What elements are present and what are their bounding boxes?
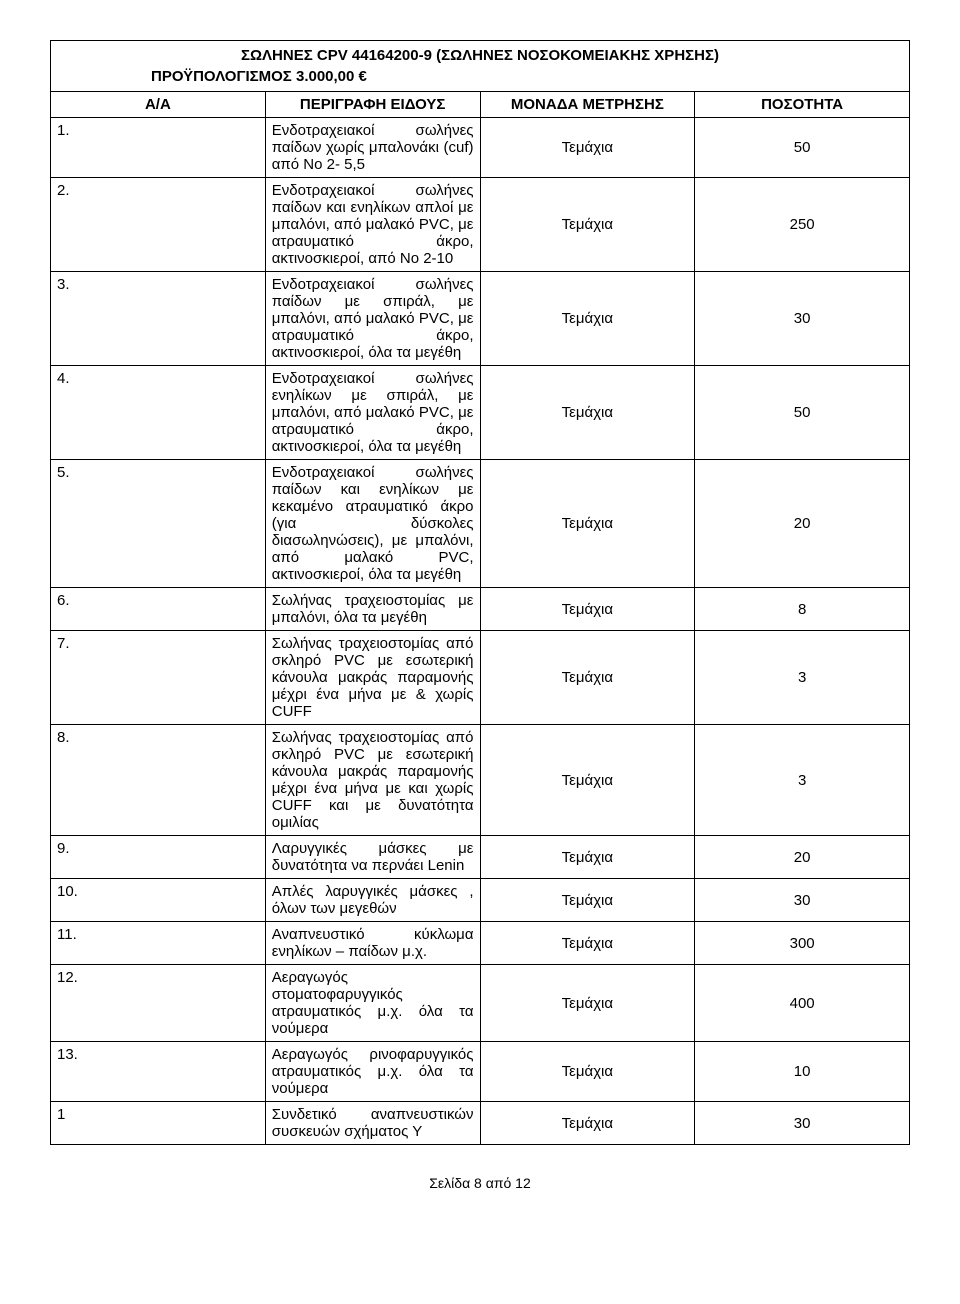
cell-unit: Τεμάχια: [480, 879, 695, 922]
cell-desc: Σωλήνας τραχειοστομίας από σκληρό PVC με…: [265, 725, 480, 836]
cell-desc: Συνδετικό αναπνευστικών συσκευών σχήματο…: [265, 1102, 480, 1145]
header-qty: ΠΟΣΟΤΗΤΑ: [695, 92, 910, 118]
cell-aa: 1.: [51, 118, 266, 178]
table-row: 13.Αεραγωγός ρινοφαρυγγικός ατραυματικός…: [51, 1042, 910, 1102]
cell-unit: Τεμάχια: [480, 1042, 695, 1102]
cell-qty: 30: [695, 272, 910, 366]
budget-text: ΠΡΟΫΠΟΛΟΓΙΣΜΟΣ 3.000,00 €: [51, 66, 910, 92]
table-row: 1Συνδετικό αναπνευστικών συσκευών σχήματ…: [51, 1102, 910, 1145]
cell-aa: 7.: [51, 631, 266, 725]
cell-qty: 10: [695, 1042, 910, 1102]
cell-desc: Ενδοτραχειακοί σωλήνες παίδων και ενηλίκ…: [265, 460, 480, 588]
cell-qty: 400: [695, 965, 910, 1042]
page-footer: Σελίδα 8 από 12: [50, 1175, 910, 1191]
cell-aa: 11.: [51, 922, 266, 965]
cell-unit: Τεμάχια: [480, 588, 695, 631]
table-title: ΣΩΛΗΝΕΣ CPV 44164200-9 (ΣΩΛΗΝΕΣ ΝΟΣΟΚΟΜΕ…: [51, 41, 910, 67]
cell-aa: 3.: [51, 272, 266, 366]
cell-unit: Τεμάχια: [480, 118, 695, 178]
title-row: ΣΩΛΗΝΕΣ CPV 44164200-9 (ΣΩΛΗΝΕΣ ΝΟΣΟΚΟΜΕ…: [51, 41, 910, 67]
cell-aa: 13.: [51, 1042, 266, 1102]
table-row: 10.Απλές λαρυγγικές μάσκες , όλων των με…: [51, 879, 910, 922]
data-table: ΣΩΛΗΝΕΣ CPV 44164200-9 (ΣΩΛΗΝΕΣ ΝΟΣΟΚΟΜΕ…: [50, 40, 910, 1145]
cell-unit: Τεμάχια: [480, 965, 695, 1042]
cell-qty: 3: [695, 631, 910, 725]
cell-desc: Αναπνευστικό κύκλωμα ενηλίκων – παίδων μ…: [265, 922, 480, 965]
cell-aa: 10.: [51, 879, 266, 922]
cell-desc: Αεραγωγός στοματοφαρυγγικός ατραυματικός…: [265, 965, 480, 1042]
cell-desc: Σωλήνας τραχειοστομίας με μπαλόνι, όλα τ…: [265, 588, 480, 631]
table-row: 11.Αναπνευστικό κύκλωμα ενηλίκων – παίδω…: [51, 922, 910, 965]
header-unit: ΜΟΝΑΔΑ ΜΕΤΡΗΣΗΣ: [480, 92, 695, 118]
header-row: Α/Α ΠΕΡΙΓΡΑΦΗ ΕΙΔΟΥΣ ΜΟΝΑΔΑ ΜΕΤΡΗΣΗΣ ΠΟΣ…: [51, 92, 910, 118]
table-row: 4.Ενδοτραχειακοί σωλήνες ενηλίκων με σπι…: [51, 366, 910, 460]
cell-aa: 8.: [51, 725, 266, 836]
cell-qty: 50: [695, 118, 910, 178]
cell-qty: 30: [695, 1102, 910, 1145]
cell-unit: Τεμάχια: [480, 178, 695, 272]
budget-row: ΠΡΟΫΠΟΛΟΓΙΣΜΟΣ 3.000,00 €: [51, 66, 910, 92]
cell-aa: 6.: [51, 588, 266, 631]
table-row: 5.Ενδοτραχειακοί σωλήνες παίδων και ενηλ…: [51, 460, 910, 588]
table-row: 1.Ενδοτραχειακοί σωλήνες παίδων χωρίς μπ…: [51, 118, 910, 178]
cell-unit: Τεμάχια: [480, 272, 695, 366]
cell-qty: 3: [695, 725, 910, 836]
table-row: 6.Σωλήνας τραχειοστομίας με μπαλόνι, όλα…: [51, 588, 910, 631]
header-aa: Α/Α: [51, 92, 266, 118]
cell-aa: 2.: [51, 178, 266, 272]
cell-qty: 250: [695, 178, 910, 272]
cell-qty: 50: [695, 366, 910, 460]
cell-desc: Ενδοτραχειακοί σωλήνες παίδων με σπιράλ,…: [265, 272, 480, 366]
cell-aa: 1: [51, 1102, 266, 1145]
table-row: 2.Ενδοτραχειακοί σωλήνες παίδων και ενηλ…: [51, 178, 910, 272]
cell-qty: 20: [695, 460, 910, 588]
cell-unit: Τεμάχια: [480, 631, 695, 725]
table-row: 8.Σωλήνας τραχειοστομίας από σκληρό PVC …: [51, 725, 910, 836]
cell-desc: Σωλήνας τραχειοστομίας από σκληρό PVC με…: [265, 631, 480, 725]
cell-aa: 5.: [51, 460, 266, 588]
cell-aa: 9.: [51, 836, 266, 879]
cell-qty: 20: [695, 836, 910, 879]
cell-aa: 12.: [51, 965, 266, 1042]
cell-qty: 30: [695, 879, 910, 922]
cell-qty: 300: [695, 922, 910, 965]
cell-unit: Τεμάχια: [480, 366, 695, 460]
cell-desc: Ενδοτραχειακοί σωλήνες παίδων χωρίς μπαλ…: [265, 118, 480, 178]
cell-unit: Τεμάχια: [480, 922, 695, 965]
cell-desc: Ενδοτραχειακοί σωλήνες παίδων και ενηλίκ…: [265, 178, 480, 272]
table-row: 3.Ενδοτραχειακοί σωλήνες παίδων με σπιρά…: [51, 272, 910, 366]
cell-unit: Τεμάχια: [480, 460, 695, 588]
cell-aa: 4.: [51, 366, 266, 460]
cell-desc: Λαρυγγικές μάσκες με δυνατότητα να περνά…: [265, 836, 480, 879]
cell-desc: Απλές λαρυγγικές μάσκες , όλων των μεγεθ…: [265, 879, 480, 922]
table-row: 7.Σωλήνας τραχειοστομίας από σκληρό PVC …: [51, 631, 910, 725]
cell-unit: Τεμάχια: [480, 725, 695, 836]
cell-desc: Ενδοτραχειακοί σωλήνες ενηλίκων με σπιρά…: [265, 366, 480, 460]
table-row: 12.Αεραγωγός στοματοφαρυγγικός ατραυματι…: [51, 965, 910, 1042]
table-row: 9.Λαρυγγικές μάσκες με δυνατότητα να περ…: [51, 836, 910, 879]
cell-unit: Τεμάχια: [480, 836, 695, 879]
cell-desc: Αεραγωγός ρινοφαρυγγικός ατραυματικός μ.…: [265, 1042, 480, 1102]
cell-unit: Τεμάχια: [480, 1102, 695, 1145]
cell-qty: 8: [695, 588, 910, 631]
header-desc: ΠΕΡΙΓΡΑΦΗ ΕΙΔΟΥΣ: [265, 92, 480, 118]
